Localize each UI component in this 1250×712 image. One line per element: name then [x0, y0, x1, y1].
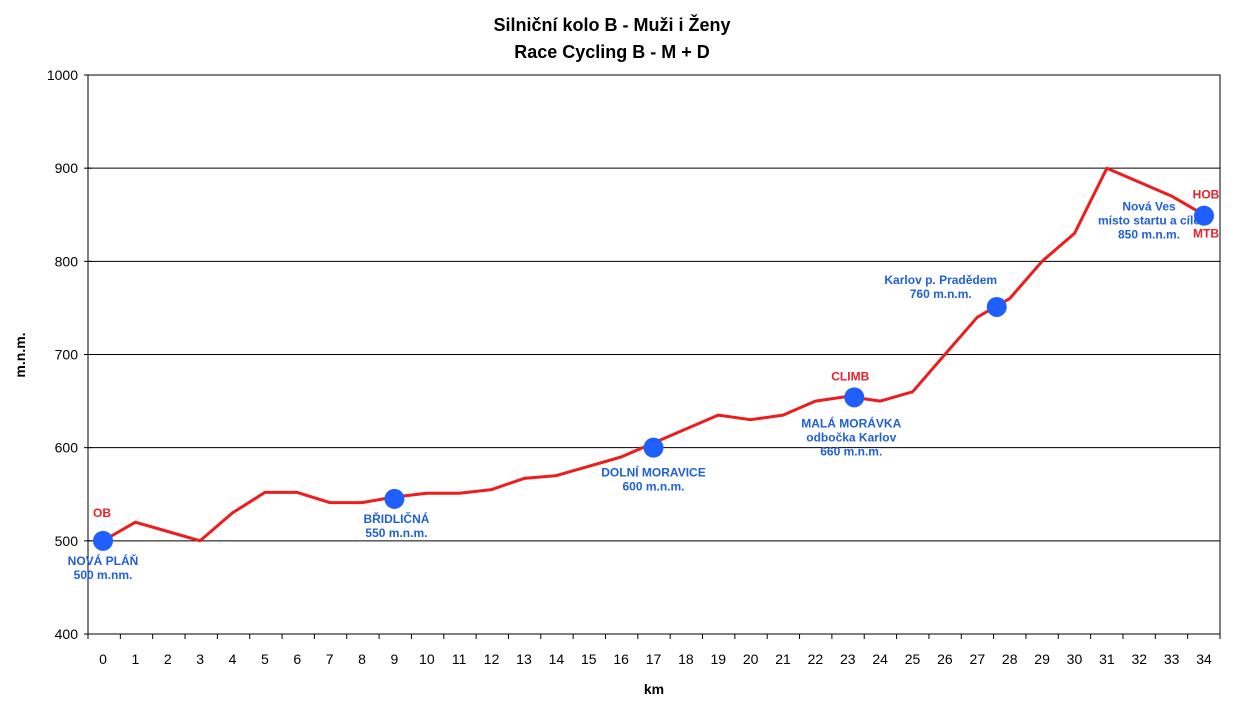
waypoint-label: 500 m.nm. — [74, 568, 133, 582]
x-tick-label: 32 — [1131, 651, 1147, 667]
y-tick-label: 800 — [55, 253, 79, 269]
x-tick-label: 30 — [1067, 651, 1083, 667]
waypoint-label: 850 m.n.m. — [1118, 228, 1180, 242]
x-axis-label: km — [644, 681, 664, 697]
x-tick-label: 21 — [775, 651, 791, 667]
x-tick-label: 28 — [1002, 651, 1018, 667]
markers — [93, 205, 1214, 551]
waypoint-label: NOVÁ PLÁŇ — [68, 553, 139, 568]
x-tick-label: 5 — [261, 651, 269, 667]
x-tick-label: 34 — [1196, 651, 1212, 667]
x-tick-label: 10 — [419, 651, 435, 667]
x-tick-label: 25 — [905, 651, 921, 667]
y-tick-label: 400 — [55, 626, 79, 642]
x-tick-label: 13 — [516, 651, 532, 667]
x-tick-label: 22 — [808, 651, 824, 667]
waypoint-label: Nová Ves — [1122, 200, 1176, 214]
waypoint-label: MALÁ MORÁVKA — [801, 415, 901, 430]
waypoint-tag: HOB — [1193, 188, 1220, 202]
waypoint-tag: OB — [93, 506, 111, 520]
x-tick-label: 20 — [743, 651, 759, 667]
x-tick-label: 11 — [452, 651, 467, 667]
x-tick-label: 16 — [613, 651, 629, 667]
waypoint-marker — [93, 530, 113, 551]
x-tick-label: 24 — [872, 651, 888, 667]
waypoint-marker — [986, 296, 1007, 317]
x-tick-label: 14 — [549, 651, 565, 667]
chart-subtitle: Race Cycling B - M + D — [514, 42, 710, 62]
waypoint-marker — [643, 437, 664, 458]
x-tick-label: 19 — [710, 651, 726, 667]
x-tick-label: 7 — [326, 651, 334, 667]
x-tick-label: 0 — [99, 651, 107, 667]
waypoint-label: 660 m.n.m. — [820, 444, 882, 458]
waypoint-marker — [384, 488, 405, 509]
waypoint-marker — [844, 387, 865, 408]
waypoint-label: DOLNÍ MORAVICE — [601, 465, 705, 480]
x-tick-label: 26 — [937, 651, 953, 667]
waypoint-label: 760 m.n.m. — [910, 287, 972, 301]
y-tick-label: 1000 — [47, 67, 78, 83]
x-tick-label: 23 — [840, 651, 856, 667]
x-tick-label: 12 — [484, 651, 500, 667]
waypoint-tag: MTB — [1193, 227, 1219, 241]
chart-title: Silniční kolo B - Muži i Ženy — [493, 14, 730, 35]
waypoint-label: Karlov p. Pradědem — [884, 273, 997, 287]
x-tick-label: 27 — [970, 651, 986, 667]
waypoint-label: 550 m.n.m. — [365, 526, 427, 540]
x-tick-label: 31 — [1099, 651, 1115, 667]
y-tick-label: 600 — [55, 440, 79, 456]
waypoint-label: BŘIDLIČNÁ — [363, 511, 429, 526]
waypoint-marker — [1194, 205, 1214, 226]
x-tick-label: 2 — [164, 651, 172, 667]
y-tick-label: 900 — [55, 160, 79, 176]
x-tick-label: 18 — [678, 651, 694, 667]
x-tick-label: 6 — [293, 651, 301, 667]
x-tick-label: 4 — [229, 651, 237, 667]
x-tick-label: 8 — [358, 651, 366, 667]
waypoint-label: 600 m.n.m. — [622, 480, 684, 494]
x-tick-label: 9 — [391, 651, 399, 667]
waypoint-tag: CLIMB — [831, 369, 869, 383]
x-axis: 0 1 2 3 4 5 6 7 8 9 10 11 12 13 14 15 16 17 18 19 20 21 22 23 24… — [87, 634, 1221, 667]
y-axis: 400 500 600 700 800 900 1000 — [47, 67, 92, 642]
x-tick-label: 3 — [196, 651, 204, 667]
y-tick-label: 500 — [55, 533, 79, 549]
waypoint-label: místo startu a cíle — [1098, 214, 1200, 228]
x-tick-label: 1 — [131, 651, 139, 667]
x-tick-label: 33 — [1164, 651, 1180, 667]
waypoint-label: odbočka Karlov — [806, 430, 896, 444]
y-axis-label: m.n.m. — [12, 332, 28, 377]
x-tick-label: 15 — [581, 651, 597, 667]
y-tick-label: 700 — [55, 347, 79, 363]
x-tick-label: 17 — [646, 651, 662, 667]
x-tick-label: 29 — [1034, 651, 1050, 667]
